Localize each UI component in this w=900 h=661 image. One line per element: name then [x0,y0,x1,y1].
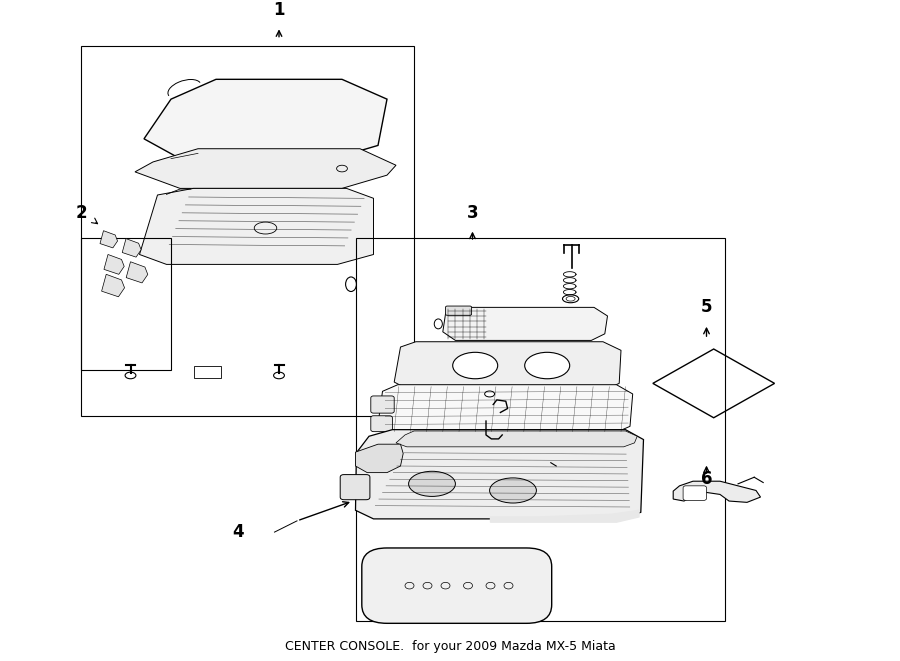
Bar [540,451,560,463]
FancyBboxPatch shape [340,475,370,500]
Text: 4: 4 [233,523,244,541]
Polygon shape [673,481,760,502]
Polygon shape [396,431,637,447]
FancyBboxPatch shape [371,416,392,432]
Polygon shape [126,262,148,283]
Polygon shape [491,510,639,522]
Ellipse shape [346,277,356,292]
Ellipse shape [562,295,579,303]
Ellipse shape [485,391,495,397]
Text: 6: 6 [701,470,712,488]
Polygon shape [144,79,387,159]
Polygon shape [102,274,124,297]
Text: 3: 3 [467,204,478,222]
Ellipse shape [125,372,136,379]
Text: 5: 5 [701,298,712,317]
Polygon shape [356,444,403,473]
Ellipse shape [490,478,536,503]
Bar [81,46,414,416]
Polygon shape [122,239,141,257]
Ellipse shape [525,352,570,379]
Polygon shape [104,254,124,274]
Ellipse shape [409,471,455,496]
FancyBboxPatch shape [446,306,472,315]
Ellipse shape [453,352,498,379]
Bar [194,366,220,378]
Polygon shape [100,231,118,248]
Bar [356,238,724,621]
Polygon shape [378,385,633,433]
FancyBboxPatch shape [683,486,706,500]
Ellipse shape [434,319,443,329]
Polygon shape [135,149,396,188]
Polygon shape [443,307,608,340]
Text: 2: 2 [76,204,86,222]
Text: CENTER CONSOLE.  for your 2009 Mazda MX-5 Miata: CENTER CONSOLE. for your 2009 Mazda MX-5… [284,640,616,653]
Bar [81,238,171,370]
Text: 1: 1 [274,1,284,19]
Ellipse shape [274,372,284,379]
Polygon shape [356,430,644,519]
Ellipse shape [513,442,521,453]
Polygon shape [140,188,374,264]
Polygon shape [394,342,621,390]
FancyBboxPatch shape [371,396,394,413]
FancyBboxPatch shape [362,548,552,623]
